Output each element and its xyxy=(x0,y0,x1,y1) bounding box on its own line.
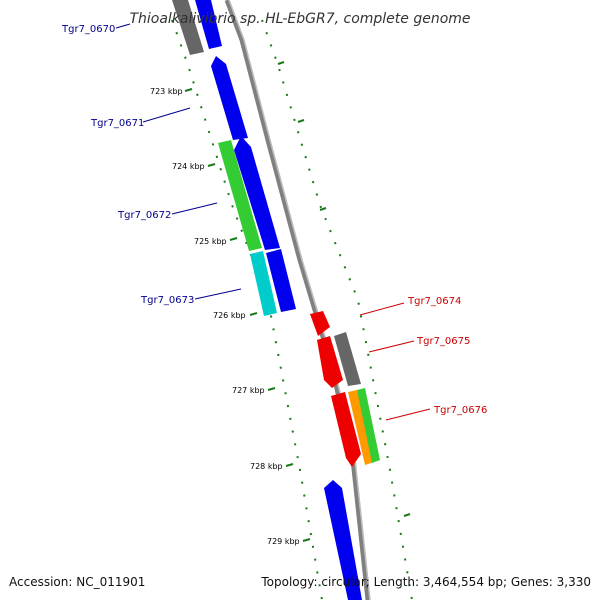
tick-mark-725 xyxy=(229,237,238,241)
gene-red-arrow-1[interactable] xyxy=(317,336,343,388)
genome-backbone-highlight xyxy=(228,0,371,600)
gene-tgr7-0675[interactable] xyxy=(334,332,361,386)
gene-tgr7-0670-blue[interactable] xyxy=(195,0,222,49)
leader-tgr7-0670 xyxy=(115,23,131,29)
gene-label-tgr7-0672[interactable]: Tgr7_0672 xyxy=(117,210,171,221)
left-inner-track-guide xyxy=(171,19,323,600)
genes-right-strand xyxy=(310,311,380,600)
tick-mark-723 xyxy=(184,88,193,92)
genome-title: Thioalkalivibrio sp. HL-EbGR7, complete … xyxy=(129,11,470,27)
minor-tick xyxy=(319,207,327,211)
gene-tgr7-0670-gray[interactable] xyxy=(172,0,204,55)
tick-label-724: 724 kbp xyxy=(172,162,205,171)
leader-tgr7-0673 xyxy=(194,288,242,300)
gene-tgr7-0674[interactable] xyxy=(310,311,330,336)
gene-tgr7-0672[interactable] xyxy=(218,140,262,251)
gene-label-tgr7-0673[interactable]: Tgr7_0673 xyxy=(140,295,194,306)
tick-mark-727 xyxy=(267,387,276,391)
label-leaders xyxy=(115,23,431,421)
right-outer-track-guide xyxy=(261,19,413,600)
leader-tgr7-0671 xyxy=(142,107,191,123)
tick-labels: 723 kbp 724 kbp 725 kbp 726 kbp 727 kbp … xyxy=(150,87,300,546)
major-ticks xyxy=(184,88,311,542)
gene-labels: Tgr7_0670 Tgr7_0671 Tgr7_0672 Tgr7_0673 … xyxy=(61,24,487,416)
tick-label-729: 729 kbp xyxy=(267,537,300,546)
tick-label-726: 726 kbp xyxy=(213,311,246,320)
tick-mark-724 xyxy=(207,163,216,167)
tick-label-727: 727 kbp xyxy=(232,386,265,395)
genes-left-strand xyxy=(172,0,296,316)
gene-label-tgr7-0674[interactable]: Tgr7_0674 xyxy=(407,296,461,307)
tick-label-723: 723 kbp xyxy=(150,87,183,96)
minor-tick xyxy=(277,61,285,65)
gene-red-arrow-2[interactable] xyxy=(331,392,361,467)
gene-label-tgr7-0670[interactable]: Tgr7_0670 xyxy=(61,24,115,35)
minor-ticks xyxy=(277,61,411,517)
tick-label-725: 725 kbp xyxy=(194,237,227,246)
leader-tgr7-0672 xyxy=(171,202,218,215)
gene-label-tgr7-0676[interactable]: Tgr7_0676 xyxy=(433,405,487,416)
gene-tgr7-0671[interactable] xyxy=(211,56,248,140)
genome-summary-text: Topology: circular; Length: 3,464,554 bp… xyxy=(260,575,591,589)
genome-backbone xyxy=(224,0,371,600)
tick-label-728: 728 kbp xyxy=(250,462,283,471)
leader-tgr7-0674 xyxy=(359,302,405,316)
gene-tgr7-0676-green[interactable] xyxy=(357,388,380,463)
gene-tgr7-0673[interactable] xyxy=(250,251,277,316)
leader-tgr7-0676 xyxy=(385,408,431,421)
gene-blue-arrow-2[interactable] xyxy=(234,136,280,250)
accession-text: Accession: NC_011901 xyxy=(9,575,145,589)
gene-blue-arrow-bottom[interactable] xyxy=(324,480,362,600)
tick-mark-728 xyxy=(285,463,294,467)
tick-mark-726 xyxy=(249,312,258,316)
track-guides xyxy=(171,19,413,600)
minor-tick xyxy=(403,513,411,517)
gene-label-tgr7-0675[interactable]: Tgr7_0675 xyxy=(416,336,470,347)
tick-mark-729 xyxy=(302,538,311,542)
leader-tgr7-0675 xyxy=(368,340,415,353)
gene-tgr7-0676-orange[interactable] xyxy=(348,390,374,465)
gene-label-tgr7-0671[interactable]: Tgr7_0671 xyxy=(90,118,144,129)
gene-blue-arrow-3[interactable] xyxy=(266,249,296,312)
minor-tick xyxy=(297,119,305,123)
